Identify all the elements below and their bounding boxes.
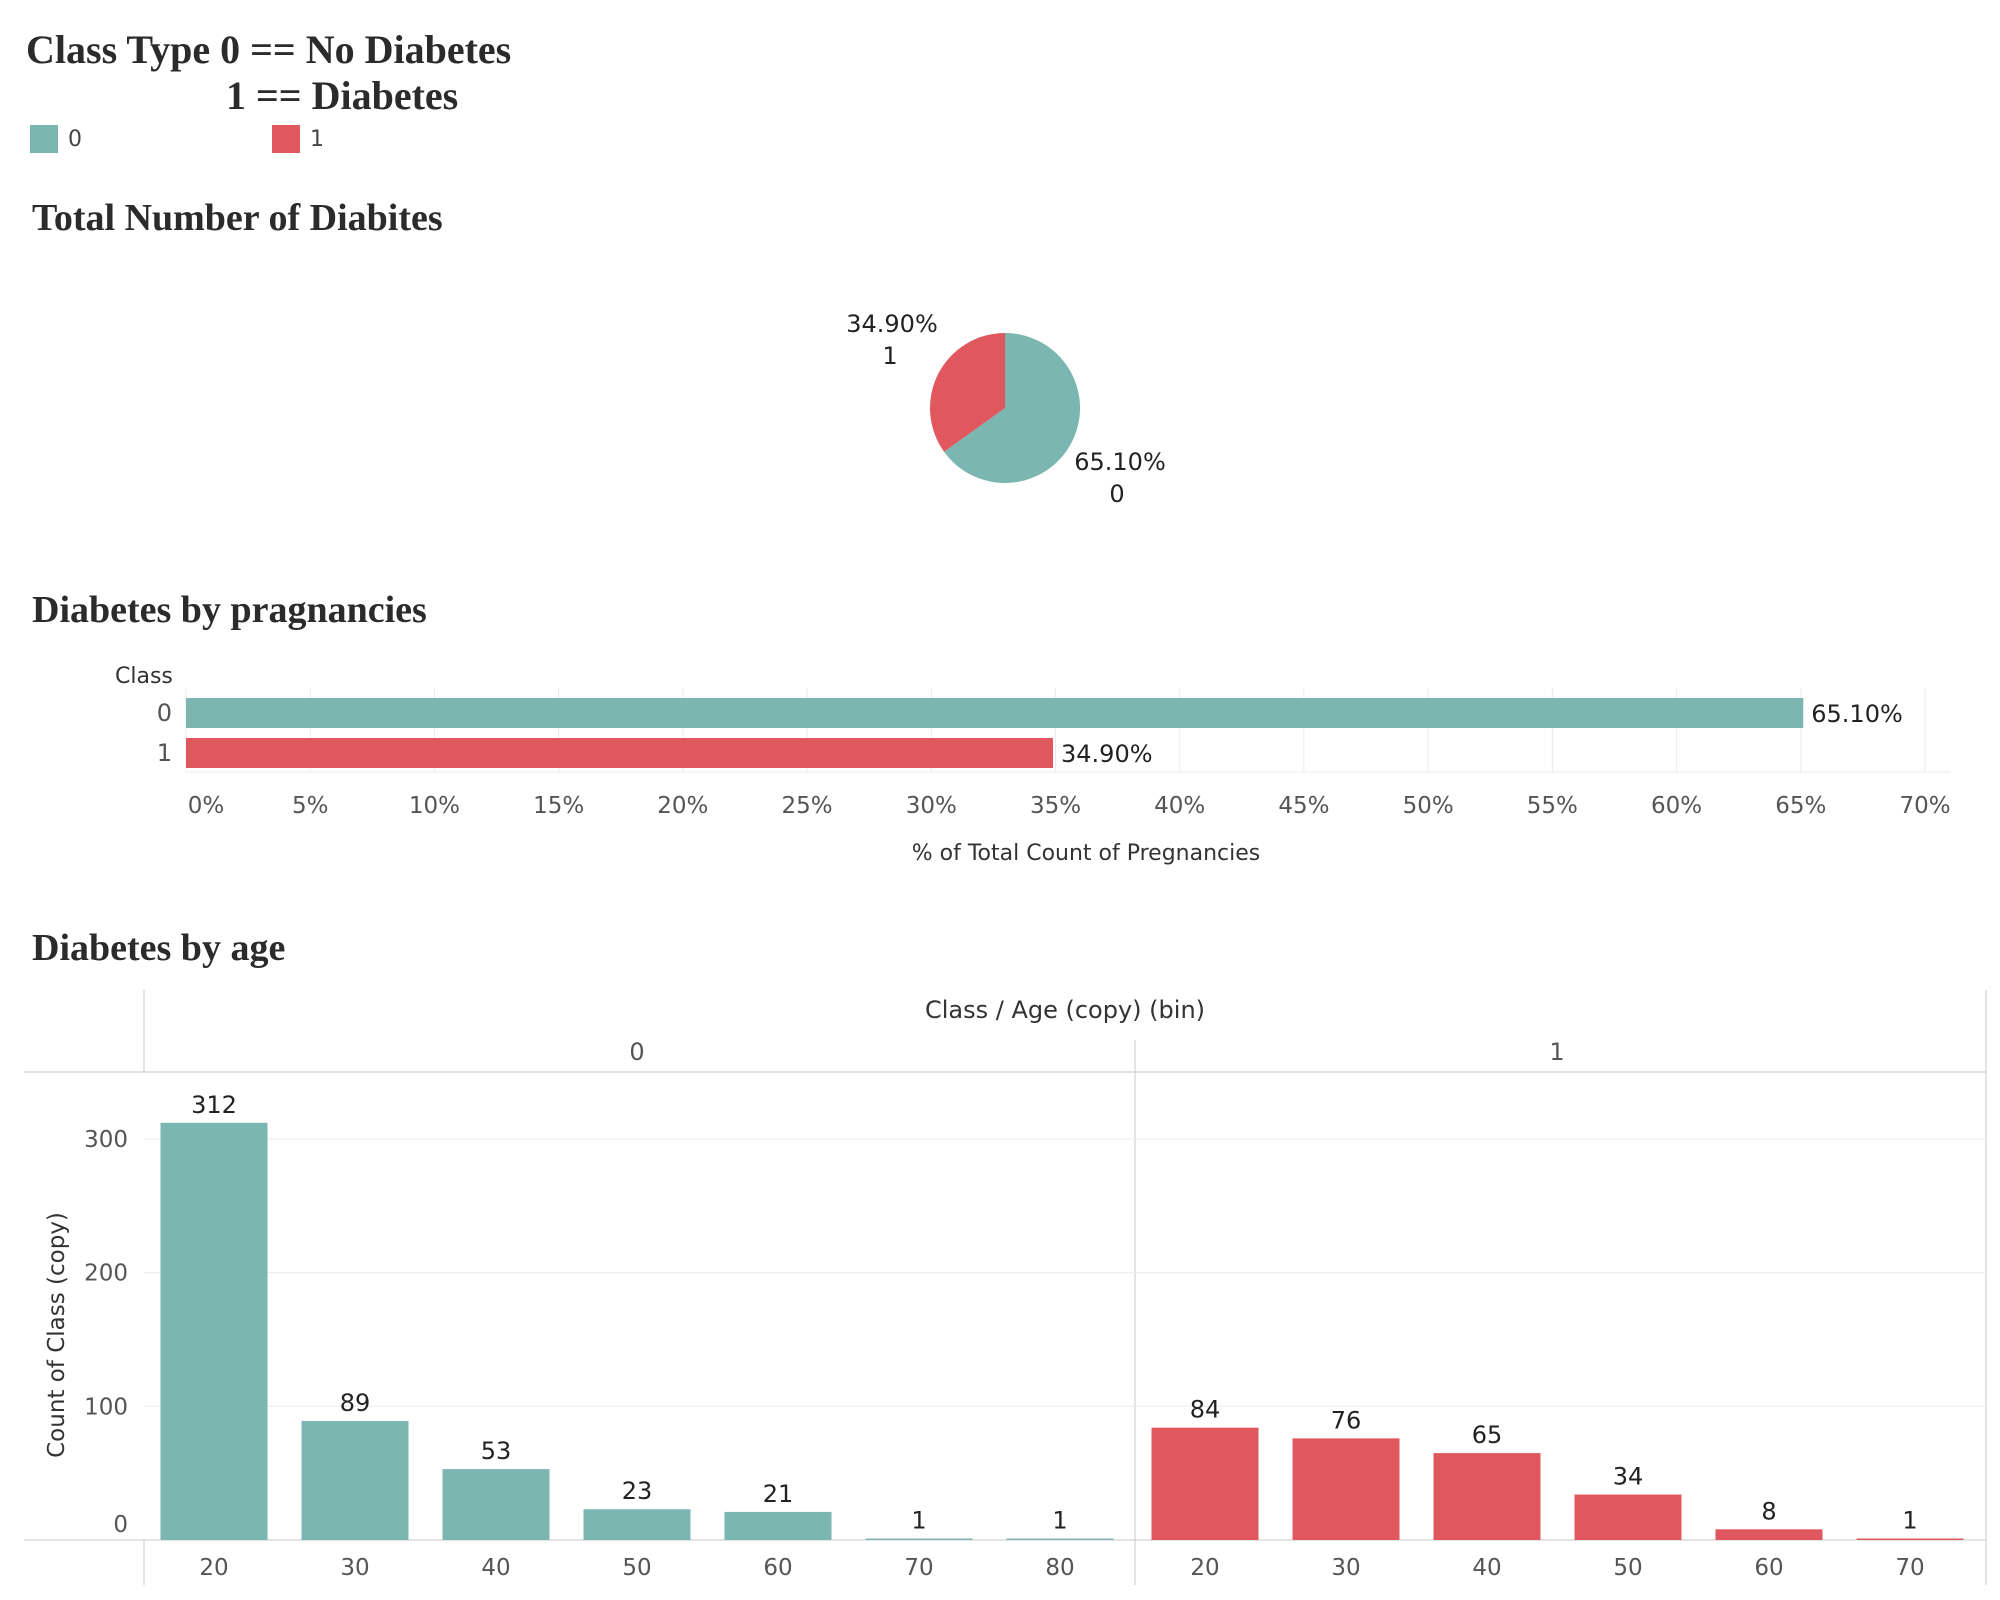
- age-y-tick-label: 300: [84, 1127, 128, 1153]
- age-bar-value-label: 53: [481, 1437, 512, 1465]
- age-chart-title: Diabetes by age: [32, 927, 286, 969]
- age-x-tick-label: 20: [1190, 1555, 1219, 1581]
- age-x-tick-label: 60: [763, 1555, 792, 1581]
- hbar-x-tick-label: 65%: [1775, 793, 1826, 819]
- age-panel-header-class-0: 0: [629, 1038, 644, 1066]
- hbar-x-tick-label: 15%: [533, 793, 584, 819]
- age-panel-header-class-1: 1: [1549, 1038, 1564, 1066]
- hbar-x-tick-label: 55%: [1527, 793, 1578, 819]
- age-bar-value-label: 65: [1472, 1421, 1503, 1449]
- age-bar-class-0-age-50[interactable]: [583, 1509, 691, 1540]
- pie-slice-class-1[interactable]: [929, 333, 1005, 452]
- age-bar-value-label: 1: [911, 1507, 926, 1535]
- age-bar-value-label: 8: [1761, 1497, 1776, 1525]
- hbar-x-tick-label: 10%: [409, 793, 460, 819]
- age-bar-value-label: 23: [622, 1477, 653, 1505]
- age-bar-class-0-age-40[interactable]: [442, 1469, 550, 1540]
- hbar-x-tick-label: 25%: [782, 793, 833, 819]
- age-bar-class-0-age-70[interactable]: [865, 1538, 973, 1541]
- age-bar-class-1-age-50[interactable]: [1574, 1494, 1682, 1540]
- age-bar-value-label: 312: [191, 1091, 237, 1119]
- age-x-tick-label: 40: [1472, 1555, 1501, 1581]
- age-bar-value-label: 21: [763, 1480, 794, 1508]
- pie-slice-class-0[interactable]: [944, 333, 1080, 483]
- row-header-class: Class: [115, 664, 173, 689]
- hbar-x-tick-label: 60%: [1651, 793, 1702, 819]
- hbar-x-tick-label: 30%: [906, 793, 957, 819]
- age-bar-value-label: 89: [340, 1389, 371, 1417]
- hbar-x-tick-label: 45%: [1278, 793, 1329, 819]
- age-bar-class-0-age-60[interactable]: [724, 1511, 832, 1540]
- dashboard-title-line1: Class Type 0 == No Diabetes: [26, 27, 512, 72]
- age-bar-class-1-age-60[interactable]: [1715, 1529, 1823, 1540]
- hbar-category-1: 1: [157, 739, 172, 767]
- age-column-header: Class / Age (copy) (bin): [925, 996, 1205, 1024]
- age-bar-value-label: 34: [1613, 1463, 1644, 1491]
- pie-label-class-0: 0: [1109, 480, 1124, 508]
- age-bar-class-1-age-40[interactable]: [1433, 1453, 1541, 1540]
- age-x-tick-label: 30: [1331, 1555, 1360, 1581]
- age-bar-class-1-age-30[interactable]: [1292, 1438, 1400, 1540]
- age-y-axis-label: Count of Class (copy): [44, 1212, 70, 1458]
- pie-chart-title: Total Number of Diabites: [32, 197, 443, 239]
- hbar-x-tick-label: 70%: [1899, 793, 1950, 819]
- hbar-bar-class-0[interactable]: [186, 698, 1804, 728]
- legend-item-class-1[interactable]: 1: [272, 125, 324, 153]
- hbar-value-label-1: 34.90%: [1061, 740, 1153, 768]
- age-bar-value-label: 84: [1190, 1396, 1221, 1424]
- hbar-value-label-0: 65.10%: [1811, 700, 1903, 728]
- age-y-tick-label: 0: [113, 1512, 128, 1538]
- age-x-tick-label: 60: [1754, 1555, 1783, 1581]
- hbar-x-tick-label: 35%: [1030, 793, 1081, 819]
- age-x-tick-label: 80: [1045, 1555, 1074, 1581]
- hbar-x-tick-label: 50%: [1403, 793, 1454, 819]
- hbar-x-axis-label: % of Total Count of Pregnancies: [912, 841, 1261, 866]
- legend-swatch-class-0: [30, 125, 58, 153]
- age-x-tick-label: 40: [481, 1555, 510, 1581]
- legend-label-class-0: 0: [68, 126, 82, 152]
- hbar-x-tick-label: 5%: [292, 793, 329, 819]
- age-bar-value-label: 1: [1902, 1507, 1917, 1535]
- hbar-bar-class-1[interactable]: [186, 738, 1054, 768]
- legend-label-class-1: 1: [310, 126, 324, 152]
- age-bar-value-label: 76: [1331, 1406, 1362, 1434]
- age-x-tick-label: 50: [1613, 1555, 1642, 1581]
- hbar-x-tick-label: 0%: [188, 793, 225, 819]
- age-bar-class-0-age-20[interactable]: [160, 1122, 268, 1540]
- age-x-tick-label: 70: [1895, 1555, 1924, 1581]
- age-x-tick-label: 30: [340, 1555, 369, 1581]
- age-bar-value-label: 1: [1052, 1507, 1067, 1535]
- hbar-x-tick-label: 20%: [657, 793, 708, 819]
- age-y-tick-label: 200: [84, 1261, 128, 1287]
- age-y-tick-label: 100: [84, 1394, 128, 1420]
- hbar-x-tick-label: 40%: [1154, 793, 1205, 819]
- dashboard-title-line2: 1 == Diabetes: [226, 73, 459, 118]
- legend-swatch-class-1: [272, 125, 300, 153]
- age-x-tick-label: 70: [904, 1555, 933, 1581]
- age-bar-class-0-age-30[interactable]: [301, 1420, 409, 1540]
- pie-label-pct-class-0: 65.10%: [1074, 448, 1166, 476]
- legend-item-class-0[interactable]: 0: [30, 125, 82, 153]
- hbar-category-0: 0: [157, 699, 172, 727]
- age-x-tick-label: 20: [199, 1555, 228, 1581]
- age-bar-class-0-age-80[interactable]: [1006, 1538, 1114, 1541]
- pie-label-pct-class-1: 34.90%: [846, 310, 938, 338]
- age-bar-class-1-age-70[interactable]: [1856, 1538, 1964, 1541]
- age-x-tick-label: 50: [622, 1555, 651, 1581]
- pregnancies-chart-title: Diabetes by pragnancies: [32, 589, 427, 631]
- age-bar-class-1-age-20[interactable]: [1151, 1427, 1259, 1540]
- pie-label-class-1: 1: [882, 342, 897, 370]
